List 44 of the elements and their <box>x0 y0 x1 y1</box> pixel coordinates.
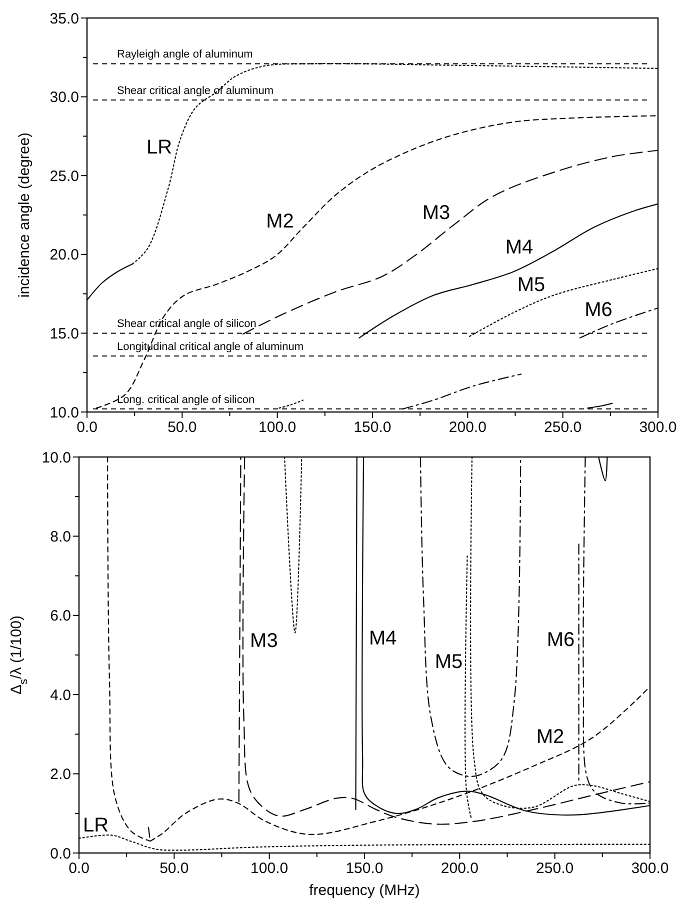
ref-line-label: Rayleigh angle of aluminum <box>117 48 253 61</box>
y-tick-label: 4.0 <box>50 686 71 704</box>
series-label: M4 <box>368 628 397 650</box>
y-tick-label: 6.0 <box>50 608 71 625</box>
x-tick-label: 50.0 <box>168 419 197 436</box>
x-tick-label: 0.0 <box>68 860 90 877</box>
x-tick-label: 200.0 <box>448 419 486 436</box>
x-tick-label: 50.0 <box>160 860 189 877</box>
series-label: M5 <box>434 651 463 674</box>
y-tick-label: 25.0 <box>50 168 79 185</box>
ref-line-label: Long. critical angle of silicon <box>117 394 255 406</box>
y-tick-label: 2.0 <box>50 766 71 784</box>
x-tick-label: 300.0 <box>639 419 677 436</box>
x-tick-label: 250.0 <box>536 860 574 877</box>
y-tick-label: 0.0 <box>50 845 71 862</box>
ref-line-label: Shear critical angle of aluminum <box>117 84 274 97</box>
series-label: M3 <box>250 630 278 652</box>
series-label: M6 <box>584 298 612 321</box>
y-tick-label: 8.0 <box>50 528 71 546</box>
series-label: M3 <box>422 202 450 224</box>
x-tick-label: 100.0 <box>258 419 296 436</box>
y-tick-label: 30.0 <box>50 89 79 106</box>
x-tick-label: 100.0 <box>250 860 288 877</box>
x-tick-label: 300.0 <box>631 860 669 877</box>
x-tick-label: 200.0 <box>440 860 478 877</box>
y-axis-title: incidence angle (degree) <box>16 132 33 298</box>
series-label: LR <box>146 136 172 159</box>
x-tick-label: 0.0 <box>76 419 98 436</box>
y-tick-label: 10.0 <box>50 404 79 422</box>
series-label: M4 <box>505 236 534 258</box>
x-axis-title: frequency (MHz) <box>309 882 420 899</box>
x-tick-label: 150.0 <box>346 860 384 877</box>
y-tick-label: 15.0 <box>50 325 79 342</box>
y-tick-label: 20.0 <box>50 246 79 264</box>
series-label: LR <box>83 814 109 836</box>
series-label: M2 <box>266 210 294 233</box>
series-label: M2 <box>536 726 564 748</box>
x-tick-label: 250.0 <box>544 419 582 436</box>
y-tick-label: 35.0 <box>50 10 79 28</box>
series-label: M6 <box>546 629 575 652</box>
ref-line-label: Longitudinal critical angle of aluminum <box>117 341 304 354</box>
x-tick-label: 150.0 <box>354 419 392 436</box>
y-tick-label: 10.0 <box>42 449 71 466</box>
series-label: M5 <box>517 274 546 296</box>
